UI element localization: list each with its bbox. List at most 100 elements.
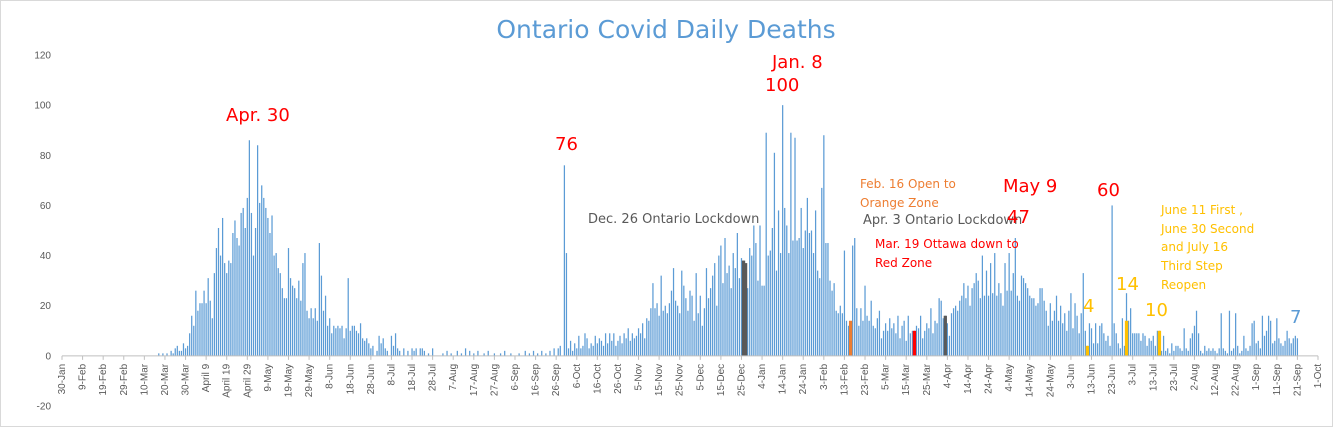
bar	[347, 278, 349, 356]
bar	[726, 273, 728, 356]
bar	[215, 248, 218, 356]
bar	[689, 290, 691, 356]
bar	[866, 315, 868, 356]
bar	[300, 300, 302, 356]
x-tick-label: 4-May	[1004, 364, 1015, 392]
annotation-mar19b: Red Zone	[875, 256, 932, 270]
bar	[668, 303, 671, 356]
bar	[1000, 293, 1002, 356]
x-tick-label: 3-Jul	[1128, 364, 1139, 386]
highlight-bar	[1085, 345, 1090, 356]
bar	[722, 283, 724, 356]
bar	[1251, 323, 1253, 356]
bar	[648, 320, 650, 356]
bar	[170, 350, 172, 356]
bar	[905, 340, 907, 356]
bar	[987, 295, 990, 356]
highlight-bar	[848, 320, 853, 356]
bar	[672, 268, 675, 356]
bar	[450, 353, 452, 356]
bar	[1263, 335, 1266, 356]
y-tick-label: 0	[45, 351, 51, 362]
bar	[868, 320, 870, 356]
bar	[609, 333, 611, 356]
bar	[679, 313, 681, 356]
bar	[837, 313, 839, 356]
bar	[158, 353, 160, 356]
bar	[932, 333, 934, 356]
x-tick-label: 26-Oct	[613, 364, 624, 394]
bar	[598, 338, 601, 356]
bar	[810, 230, 813, 356]
bar	[1165, 350, 1167, 356]
bar	[1004, 263, 1006, 356]
bar	[1060, 305, 1062, 356]
bar	[1187, 350, 1189, 356]
bar	[736, 233, 738, 356]
bar	[1272, 343, 1274, 356]
annotation-june3: and July 16	[1161, 240, 1228, 254]
bar	[938, 298, 940, 356]
bar	[827, 243, 829, 356]
bar	[876, 318, 878, 356]
bar	[380, 343, 382, 356]
bar	[738, 278, 741, 356]
bar	[975, 273, 977, 356]
x-axis: 30-Jan 9-Feb 19-Feb 29-Feb 10-Mar 20-Mar 30-Ma…	[57, 355, 1324, 398]
bar	[1278, 338, 1280, 356]
bar	[1284, 340, 1286, 356]
bar	[1152, 335, 1154, 356]
bar	[174, 348, 176, 356]
bar	[413, 350, 415, 356]
bar	[946, 323, 948, 356]
bar	[1214, 350, 1216, 356]
bar	[199, 303, 201, 356]
bar	[757, 280, 759, 356]
bar	[1123, 345, 1126, 356]
bar	[1008, 253, 1010, 356]
bar	[637, 328, 640, 356]
bar	[794, 137, 796, 356]
bar	[302, 263, 304, 356]
bar	[971, 288, 973, 356]
bar	[716, 305, 718, 356]
bar	[806, 197, 808, 356]
bar	[835, 310, 837, 356]
bar	[1031, 298, 1033, 356]
bar	[761, 285, 763, 356]
bar	[1197, 333, 1200, 356]
bar	[699, 295, 701, 356]
bar	[782, 105, 784, 356]
bar	[355, 330, 358, 356]
bar	[1088, 323, 1091, 356]
bar	[823, 135, 825, 356]
bar	[899, 338, 901, 356]
annotation-dec26: Dec. 26 Ontario Lockdown	[588, 212, 759, 227]
bar	[304, 253, 306, 356]
bar	[1183, 328, 1185, 356]
bar	[928, 328, 930, 356]
bar	[1142, 333, 1144, 356]
bar	[1039, 288, 1041, 356]
bar	[790, 132, 792, 356]
bar	[254, 227, 257, 356]
bar	[310, 308, 312, 356]
bar	[882, 330, 885, 356]
bar	[662, 310, 664, 356]
bar	[596, 343, 598, 356]
x-tick-label: 11-Sep	[1272, 363, 1283, 395]
bar	[1097, 343, 1099, 356]
bar	[955, 305, 957, 356]
bar	[1245, 348, 1247, 356]
bar	[829, 280, 831, 356]
bar	[283, 298, 285, 356]
bar	[473, 353, 475, 356]
bar	[701, 325, 703, 356]
bar	[915, 325, 918, 356]
bar	[639, 333, 642, 356]
bar	[1041, 288, 1043, 356]
bar	[460, 353, 463, 356]
bar	[209, 300, 211, 356]
x-tick-label: 13-Jul	[1148, 364, 1159, 391]
bar	[1006, 290, 1008, 356]
